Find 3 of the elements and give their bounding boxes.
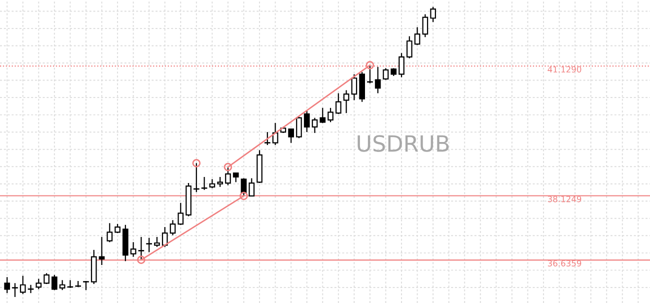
ref-line-label: 38.1249 (548, 196, 582, 202)
text: USDRUB (358, 135, 449, 152)
ref-line-label: 41.1290 (548, 66, 582, 73)
